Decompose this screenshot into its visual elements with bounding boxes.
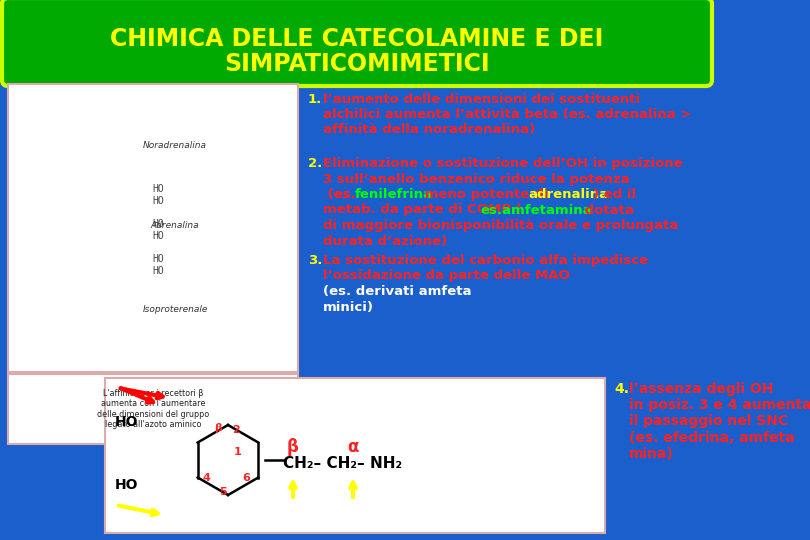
Text: adrenalina: adrenalina [528,188,608,201]
FancyBboxPatch shape [2,0,712,86]
Text: 5: 5 [220,487,227,497]
Text: 1: 1 [234,447,242,457]
Text: CH₂– CH₂– NH₂: CH₂– CH₂– NH₂ [283,456,402,471]
Text: Eliminazione o sostituzione dell’OH in posizione: Eliminazione o sostituzione dell’OH in p… [323,157,683,170]
Text: l’assenza degli OH
in posiz. 3 e 4 aumenta
il passaggio nel SNC
(es. efedrina, a: l’assenza degli OH in posiz. 3 e 4 aumen… [629,382,810,461]
Text: l’aumento delle dimensioni dei sostituenti
alchilici aumenta l’attività beta (es: l’aumento delle dimensioni dei sostituen… [323,93,692,136]
Text: es.amfetamina: es.amfetamina [480,204,591,217]
Text: minici): minici) [323,300,374,314]
Text: HO: HO [115,415,139,429]
Text: fenilefrina: fenilefrina [355,188,433,201]
Text: β: β [214,423,222,433]
Text: La sostituzione del carbonio alfa impedisce: La sostituzione del carbonio alfa impedi… [323,254,648,267]
Text: 4.: 4. [614,382,629,396]
Text: l’ossidazione da parte delle MAO: l’ossidazione da parte delle MAO [323,269,569,282]
Text: 2: 2 [232,425,240,435]
Text: HO
HO

HO
HO

HO
HO: HO HO HO HO HO HO [152,184,164,275]
Text: β: β [287,438,299,456]
Text: HO: HO [115,478,139,492]
Text: 2.: 2. [308,157,322,170]
Text: (es.: (es. [323,188,360,201]
Text: 4: 4 [202,473,210,483]
Text: meno potente di: meno potente di [420,188,552,201]
Bar [105,378,605,533]
Text: SIMPATICOMIMETICI: SIMPATICOMIMETICI [224,52,490,76]
Text: (es. derivati amfeta: (es. derivati amfeta [323,285,471,298]
Text: 3 sull’anello benzenico riduce la potenza: 3 sull’anello benzenico riduce la potenz… [323,172,629,186]
Text: (es.: (es. [323,188,360,201]
Text: dotata: dotata [580,204,634,217]
Text: metab. da parte di COMP (: metab. da parte di COMP ( [323,204,522,217]
Bar [8,374,298,444]
Text: 6: 6 [242,473,250,483]
Text: α: α [347,438,359,456]
Text: Noradrenalina: Noradrenalina [143,140,207,150]
Text: ) ed il: ) ed il [593,188,636,201]
Text: 1.: 1. [308,93,322,106]
Text: Isoproterenale: Isoproterenale [143,306,207,314]
Bar [8,84,298,372]
Text: di maggiore bionisponibilità orale e prolungata: di maggiore bionisponibilità orale e pro… [323,219,678,232]
Text: L'affinità per i recettori β
aumenta con l'aumentare
delle dimensioni del gruppo: L'affinità per i recettori β aumenta con… [97,389,209,429]
Text: durata d’azione): durata d’azione) [323,234,447,247]
Text: 3.: 3. [308,254,322,267]
Text: CHIMICA DELLE CATECOLAMINE E DEI: CHIMICA DELLE CATECOLAMINE E DEI [110,27,603,51]
Text: Adrenalina: Adrenalina [151,220,199,230]
